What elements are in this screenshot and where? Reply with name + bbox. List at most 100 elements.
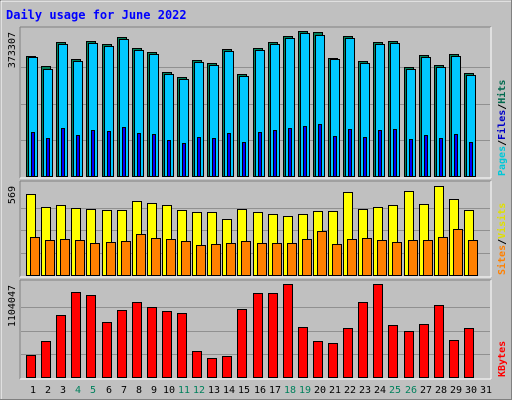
- bar-pages-day-12: [197, 137, 201, 177]
- bar-kbytes-day-15: [237, 309, 247, 378]
- bar-pages-day-27: [424, 135, 428, 177]
- chart-title: Daily usage for June 2022: [6, 8, 187, 22]
- bar-sites-day-3: [60, 239, 70, 276]
- panel-visits-ymax-label: 569: [7, 186, 18, 204]
- bar-pages-day-5: [91, 130, 95, 177]
- bar-sites-day-17: [272, 243, 282, 276]
- chart-panels: 373307Pages/Files/Hits569Sites/Visits110…: [7, 26, 508, 380]
- bar-kbytes-day-30: [464, 328, 474, 378]
- legend-entry: /: [497, 104, 508, 110]
- bar-kbytes-day-26: [404, 331, 414, 378]
- bar-kbytes-day-9: [147, 307, 157, 378]
- bar-kbytes-day-23: [358, 302, 368, 378]
- bar-sites-day-23: [362, 238, 372, 276]
- x-tick-label-day-18: 18: [284, 385, 296, 396]
- x-tick-label-day-27: 27: [420, 385, 432, 396]
- bar-kbytes-day-6: [102, 322, 112, 378]
- x-tick-label-day-17: 17: [269, 385, 281, 396]
- bar-pages-day-6: [107, 131, 111, 177]
- bar-pages-day-13: [212, 138, 216, 177]
- bar-kbytes-day-27: [419, 324, 429, 378]
- bar-sites-day-24: [377, 240, 387, 276]
- bar-pages-day-19: [303, 126, 307, 177]
- x-tick-label-day-28: 28: [435, 385, 447, 396]
- bar-kbytes-day-20: [313, 341, 323, 378]
- bar-kbytes-day-4: [71, 292, 81, 378]
- bar-sites-day-19: [302, 239, 312, 276]
- bar-pages-day-2: [46, 138, 50, 177]
- bar-pages-day-23: [363, 137, 367, 177]
- bar-pages-day-9: [152, 134, 156, 177]
- x-tick-label-day-24: 24: [374, 385, 386, 396]
- bar-kbytes-day-21: [328, 343, 338, 378]
- bar-sites-day-10: [166, 239, 176, 276]
- x-tick-label-day-21: 21: [329, 385, 341, 396]
- x-tick-label-day-15: 15: [238, 385, 250, 396]
- x-tick-label-day-16: 16: [254, 385, 266, 396]
- bar-pages-day-18: [288, 128, 292, 177]
- bar-kbytes-day-24: [373, 284, 383, 378]
- bar-sites-day-21: [332, 244, 342, 276]
- bar-pages-day-29: [454, 134, 458, 177]
- bar-pages-day-14: [227, 133, 231, 177]
- bar-kbytes-day-28: [434, 305, 444, 378]
- bar-pages-day-22: [348, 129, 352, 177]
- x-axis-day-labels: 1 2 3 4 5 6 7 8 9 10 11 12 13 14 15 16 17 18 19 20 21 22 23 24 2…: [30, 385, 492, 396]
- legend-entry: /: [497, 140, 508, 146]
- x-tick-label-day-7: 7: [121, 385, 127, 396]
- panel-visits-legend: Sites/Visits: [496, 203, 508, 275]
- bar-kbytes-day-7: [117, 310, 127, 378]
- panel-kbytes-legend: KBytes: [497, 341, 508, 377]
- legend-entry: Pages: [497, 146, 508, 176]
- x-tick-label-day-29: 29: [450, 385, 462, 396]
- bar-pages-day-4: [76, 135, 80, 177]
- x-tick-label-day-2: 2: [45, 385, 51, 396]
- x-tick-label-day-22: 22: [344, 385, 356, 396]
- legend-entry: /: [497, 239, 508, 245]
- bar-sites-day-11: [181, 241, 191, 276]
- bar-sites-day-14: [226, 243, 236, 276]
- bar-sites-day-4: [75, 240, 85, 276]
- bar-pages-day-1: [31, 132, 35, 177]
- bar-sites-day-15: [241, 241, 251, 276]
- x-tick-label-day-10: 10: [163, 385, 175, 396]
- x-tick-label-day-1: 1: [30, 385, 36, 396]
- bar-pages-day-16: [258, 132, 262, 177]
- bar-pages-day-21: [333, 136, 337, 177]
- panel-hits-legend: Pages/Files/Hits: [496, 80, 508, 176]
- x-tick-label-day-4: 4: [75, 385, 81, 396]
- bar-pages-day-7: [122, 127, 126, 177]
- bar-kbytes-day-18: [283, 284, 293, 378]
- bar-kbytes-day-10: [162, 311, 172, 378]
- x-tick-label-day-19: 19: [299, 385, 311, 396]
- panel-visits: 569 Sites/Visits: [7, 180, 508, 278]
- bar-pages-day-10: [167, 140, 171, 177]
- panel-hits: 373307 Pages/Files/Hits: [7, 26, 508, 179]
- x-tick-label-day-13: 13: [208, 385, 220, 396]
- bar-pages-day-11: [182, 143, 186, 177]
- bar-kbytes-day-11: [177, 313, 187, 378]
- bar-kbytes-day-25: [388, 325, 398, 378]
- bar-pages-day-15: [242, 142, 246, 177]
- bar-sites-day-26: [408, 240, 418, 276]
- x-tick-label-day-8: 8: [136, 385, 142, 396]
- bar-pages-day-25: [393, 129, 397, 177]
- bar-pages-day-20: [318, 124, 322, 177]
- x-tick-label-day-25: 25: [389, 385, 401, 396]
- bar-sites-day-12: [196, 245, 206, 276]
- bar-sites-day-9: [151, 238, 161, 276]
- bar-pages-day-8: [137, 133, 141, 177]
- bar-pages-day-24: [378, 130, 382, 177]
- x-tick-label-day-5: 5: [90, 385, 96, 396]
- legend-entry: Sites: [496, 245, 508, 275]
- bar-sites-day-2: [45, 240, 55, 276]
- panel-hits-ymax-label: 373307: [7, 32, 18, 68]
- bar-pages-day-26: [409, 139, 413, 177]
- bar-kbytes-day-12: [192, 351, 202, 378]
- bar-sites-day-6: [106, 242, 116, 276]
- bar-kbytes-day-29: [449, 340, 459, 378]
- legend-entry: Visits: [496, 203, 508, 239]
- bar-sites-day-1: [30, 237, 40, 276]
